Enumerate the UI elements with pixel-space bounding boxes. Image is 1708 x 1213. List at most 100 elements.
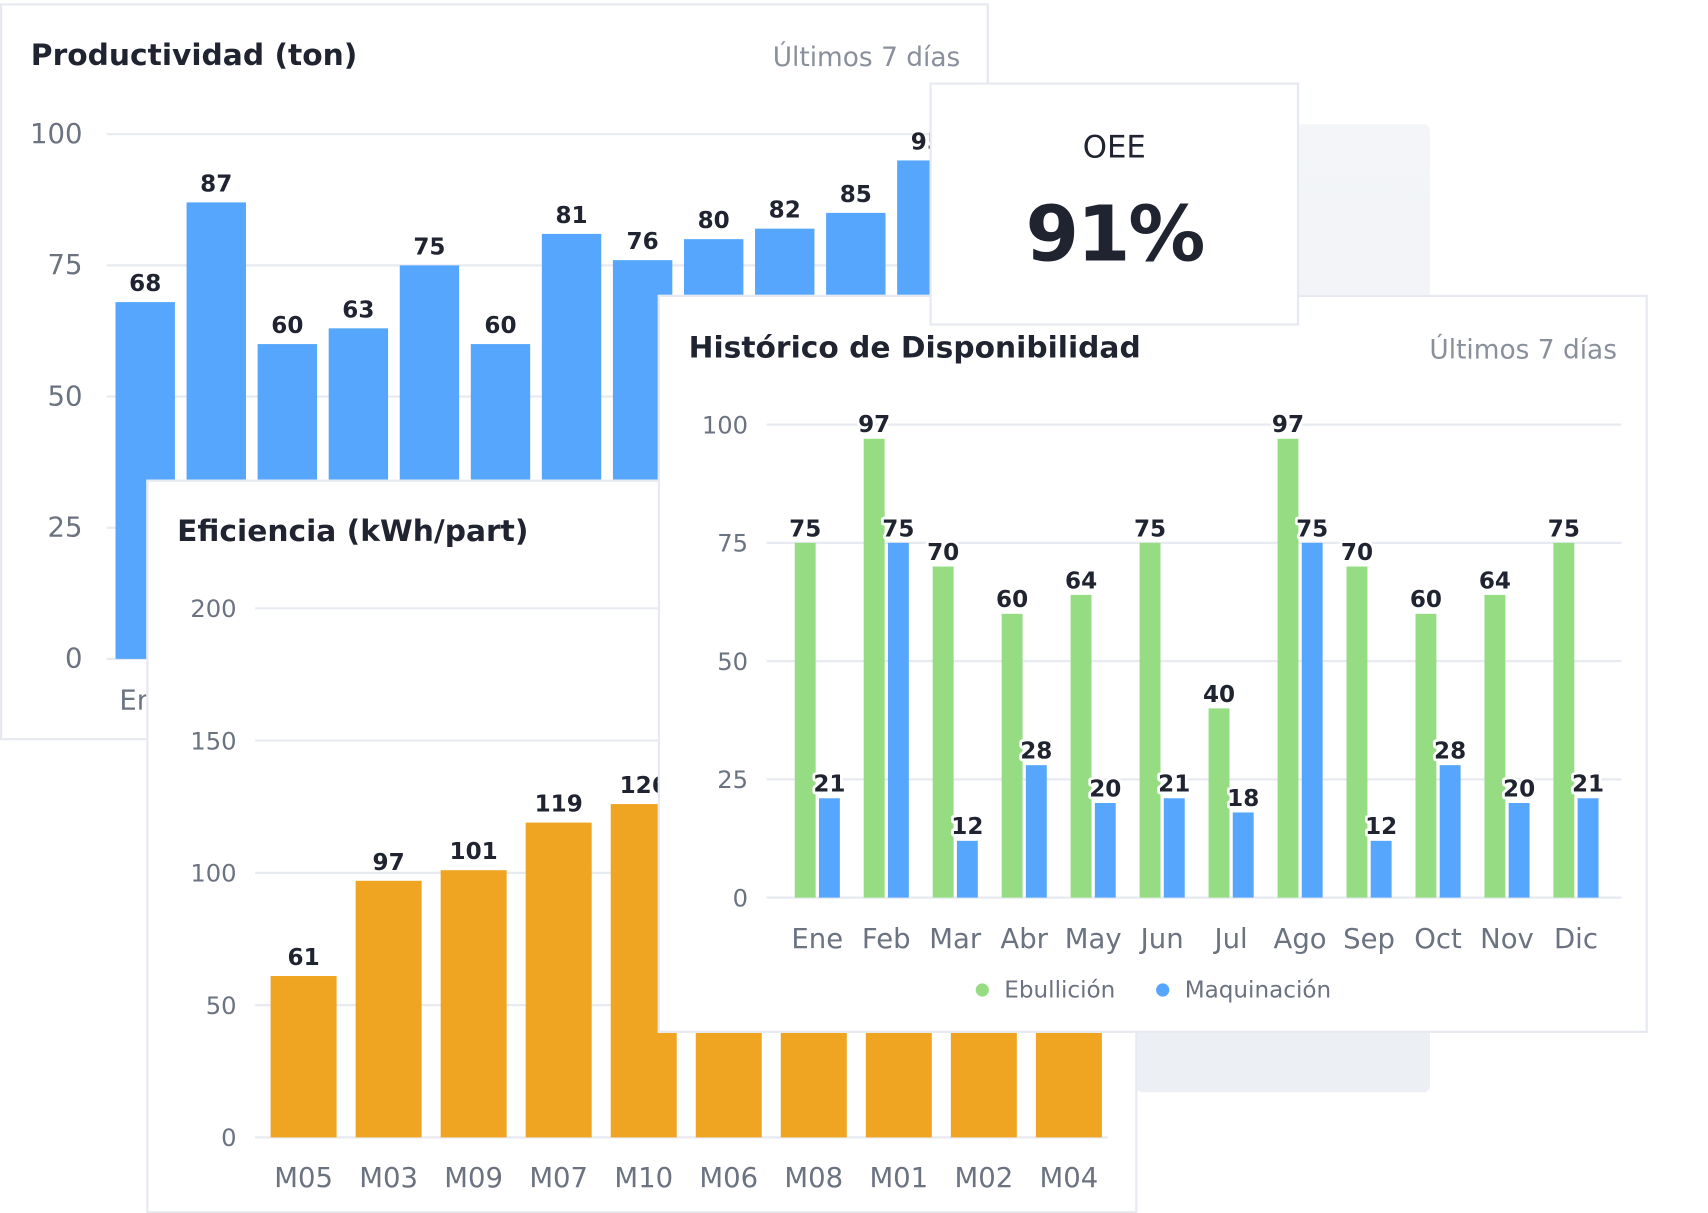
x-tick-label: Jun [1139,923,1184,955]
bar-value-label: 76 [627,229,659,255]
bar-value-label: 60 [271,313,303,339]
bar-value-label: 97 [1272,412,1304,438]
bar [440,870,507,1138]
y-tick-label: 150 [190,727,236,755]
bar-ebullicion [1277,438,1299,898]
bar-value-label: 82 [769,198,801,224]
x-tick-label: M09 [444,1162,503,1194]
bar-maquinacion [1508,803,1530,898]
y-tick-label: 0 [733,884,748,912]
y-tick-label: 200 [190,595,236,623]
bar-value-label: 75 [1296,516,1328,542]
y-tick-label: 100 [702,411,748,439]
x-tick-label: M04 [1040,1162,1099,1194]
bar-ebullicion [1484,594,1506,898]
bar-value-label: 60 [996,587,1028,613]
bar-value-label: 63 [342,297,374,323]
y-tick-label: 0 [221,1124,236,1152]
bar-value-label: 60 [1410,587,1442,613]
bar-value-label: 81 [555,203,587,229]
x-tick-label: Oct [1414,923,1462,955]
bar-ebullicion [1208,708,1230,898]
bar-ebullicion [1070,594,1092,898]
bar-maquinacion [1577,798,1599,898]
legend-dot-icon [1156,983,1170,997]
bar [270,976,337,1138]
bar-maquinacion [1439,765,1461,898]
bar-maquinacion [956,840,978,898]
bar-value-label: 21 [1572,772,1604,798]
availability-range: Últimos 7 días [1429,334,1617,366]
x-tick-label: Ene [791,923,843,955]
legend-label: Maquinación [1185,978,1331,1004]
bar-ebullicion [1346,566,1368,898]
bar-value-label: 28 [1020,739,1052,765]
x-tick-label: Ago [1274,923,1327,955]
y-tick-label: 25 [717,766,748,794]
bar-value-label: 60 [484,313,516,339]
productivity-range: Últimos 7 días [772,41,961,73]
bar-maquinacion [1301,542,1323,898]
x-tick-label: Jul [1213,923,1248,955]
bar-value-label: 61 [288,945,320,971]
bar-value-label: 20 [1503,776,1535,802]
y-tick-label: 50 [717,648,748,676]
bar-value-label: 80 [698,208,730,234]
bar-ebullicion [1415,613,1437,898]
x-tick-label: Nov [1480,923,1534,955]
x-tick-label: M01 [869,1162,928,1194]
productivity-title: Productividad (ton) [30,38,358,73]
bar-value-label: 40 [1203,682,1235,708]
bar [525,822,592,1138]
x-tick-label: M03 [359,1162,418,1194]
x-tick-label: M05 [274,1162,333,1194]
availability-chart: 0 25 50 75 100 75 21 Ene 97 75 Feb 70 12 Mar 60 28 Abr 64… [702,409,1622,1004]
oee-label: OEE [1082,128,1146,165]
availability-title: Histórico de Disponibilidad [688,331,1141,366]
bar-maquinacion [1025,765,1047,898]
bar-maquinacion [1163,798,1185,898]
x-tick-label: M08 [784,1162,843,1194]
y-tick-label: 75 [48,249,83,281]
x-tick-label: Feb [862,923,911,955]
bar-value-label: 20 [1089,776,1121,802]
bar-value-label: 97 [858,412,890,438]
x-tick-label: M07 [529,1162,588,1194]
bar-maquinacion [1094,803,1116,898]
bar-value-label: 101 [450,839,498,865]
bar-ebullicion [863,438,885,898]
bar-maquinacion [1370,840,1392,898]
bar-value-label: 97 [373,850,405,876]
bar-value-label: 12 [1365,814,1397,840]
x-tick-label: May [1065,923,1122,955]
bar-value-label: 70 [1341,540,1373,566]
bar-value-label: 68 [129,271,161,297]
y-tick-label: 25 [48,512,83,544]
bar-maquinacion [1232,812,1254,898]
bar-ebullicion [932,566,954,898]
bar-value-label: 119 [535,792,583,818]
y-tick-label: 0 [65,643,83,675]
bar-value-label: 70 [927,540,959,566]
y-tick-label: 75 [717,530,748,558]
bar-ebullicion [1139,542,1161,898]
y-tick-label: 50 [48,380,83,412]
x-tick-label: M06 [699,1162,758,1194]
bar [355,880,422,1138]
bar-value-label: 87 [200,171,232,197]
bar-value-label: 12 [951,814,983,840]
bar-value-label: 18 [1227,786,1259,812]
oee-value: 91% [1025,189,1205,280]
bar-value-label: 64 [1479,568,1511,594]
x-tick-label: Sep [1343,923,1395,955]
bar-value-label: 75 [789,516,821,542]
bar-value-label: 28 [1434,739,1466,765]
x-tick-label: M02 [954,1162,1013,1194]
legend-label: Ebullición [1004,978,1115,1004]
efficiency-title: Eficiencia (kWh/part) [177,514,529,549]
bar-ebullicion [1001,613,1023,898]
x-tick-label: Mar [929,923,982,955]
bar-ebullicion [794,542,816,898]
oee-card: OEE 91% [929,82,1300,326]
